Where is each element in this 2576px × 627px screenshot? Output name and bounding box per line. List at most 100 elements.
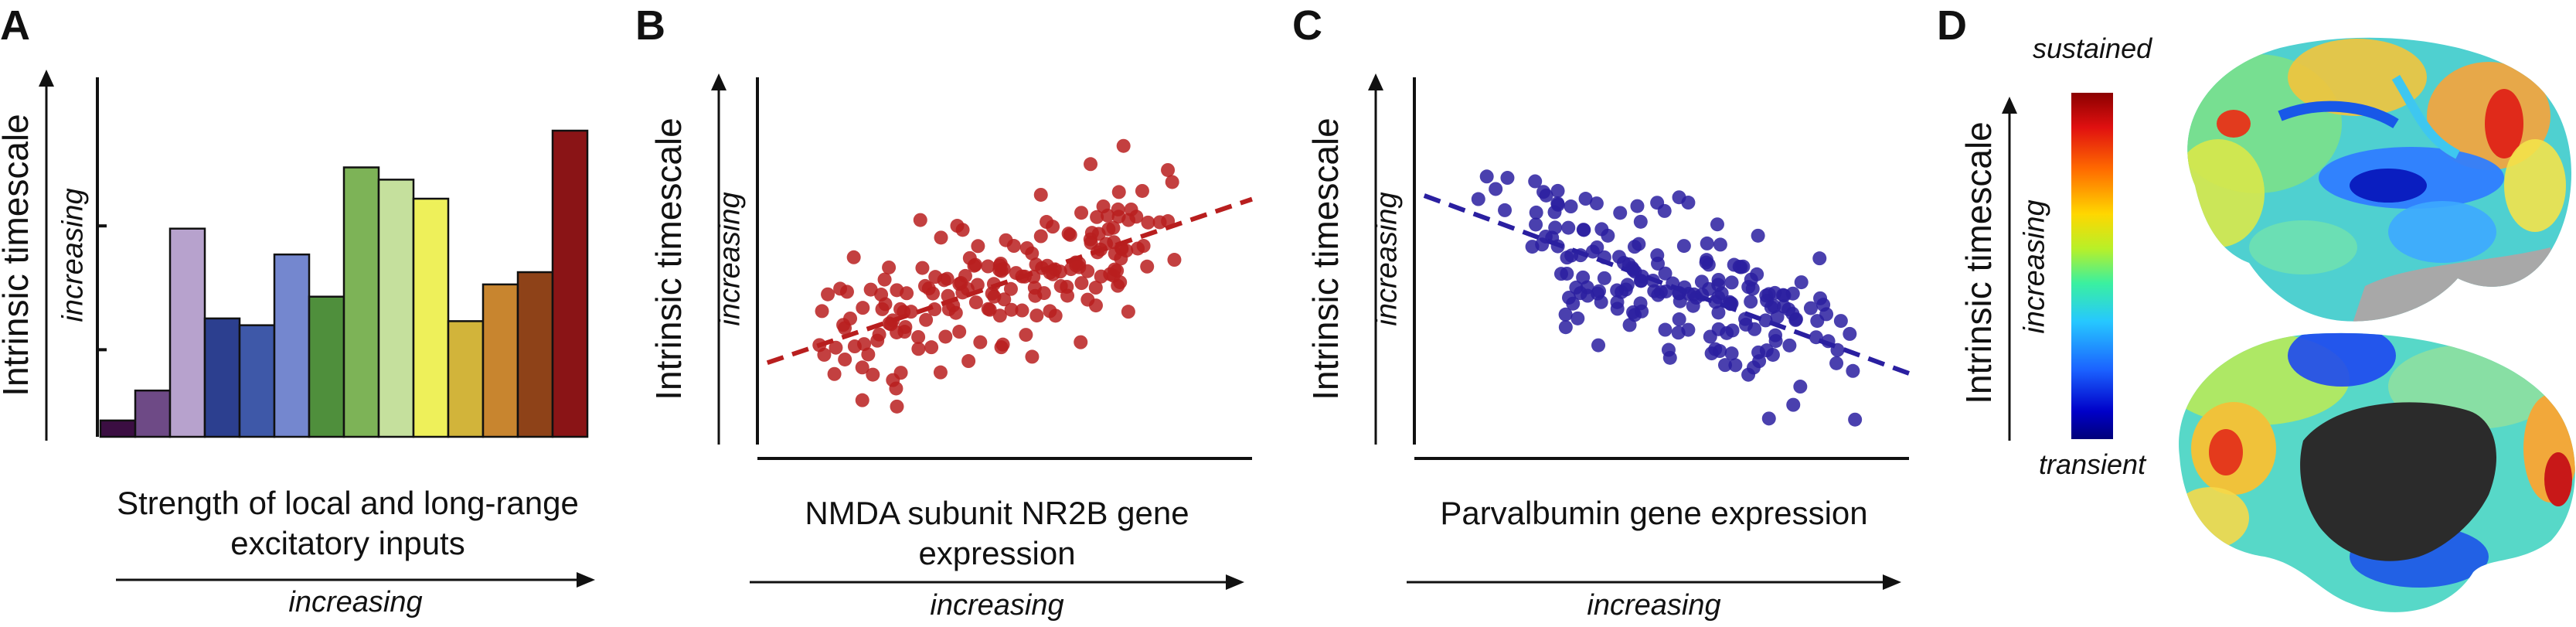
scatter-point — [817, 347, 832, 362]
scatter-point — [1658, 322, 1673, 337]
scatter-point — [1094, 269, 1108, 284]
scatter-point — [1550, 197, 1565, 212]
panel-b: B Intrinsic timescale increasing NMDA su… — [634, 0, 1275, 627]
scatter-point — [1027, 281, 1042, 295]
scatter-point — [981, 302, 995, 316]
y-axis-label: Intrinsic timescale — [648, 118, 689, 400]
bar-chart — [96, 77, 589, 438]
scatter-point — [1135, 183, 1149, 198]
scatter-point — [911, 329, 926, 344]
scatter-point — [1006, 239, 1021, 254]
scatter-point — [1591, 338, 1606, 353]
scatter-point — [1529, 205, 1543, 220]
y-direction-label: increasing — [56, 188, 90, 322]
scatter-point — [890, 283, 904, 298]
scatter-point — [1528, 174, 1543, 189]
bar — [377, 179, 415, 438]
scatter-point — [1489, 182, 1503, 196]
scatter-point — [856, 301, 870, 315]
scatter-point — [1074, 276, 1089, 291]
scatter-point — [1829, 356, 1844, 370]
y-axis-arrow — [1368, 73, 1383, 445]
scatter-point — [941, 302, 956, 316]
scatter-point — [1728, 358, 1743, 373]
scatter-point — [1550, 183, 1565, 198]
scatter-point — [866, 367, 880, 382]
scatter-point — [1161, 162, 1176, 177]
y-axis-arrow — [711, 73, 727, 445]
x-axis-arrow — [750, 574, 1244, 590]
scatter-point — [1019, 328, 1033, 342]
scatter-point — [1671, 325, 1686, 340]
scatter-point — [1700, 236, 1714, 250]
scatter-point — [1566, 296, 1581, 311]
scatter-point — [940, 271, 955, 286]
scatter-point — [1580, 280, 1594, 295]
scatter-point — [1529, 217, 1543, 232]
scatter-point — [1063, 262, 1078, 277]
scatter-point — [1578, 192, 1593, 206]
scatter-point — [1090, 210, 1104, 224]
x-direction-label: increasing — [930, 589, 1064, 622]
scatter-point — [827, 366, 842, 381]
x-direction-label: increasing — [1587, 589, 1721, 622]
scatter-point — [1611, 250, 1626, 264]
scatter-point — [1558, 307, 1573, 322]
scatter-point — [1590, 240, 1604, 254]
scatter-point — [1632, 237, 1646, 251]
scatter-point — [1131, 241, 1145, 256]
scatter-point — [950, 219, 965, 233]
scatter-point — [1662, 350, 1677, 365]
panel-a: A Intrinsic timescale increasing Strengt… — [0, 0, 618, 627]
scatter-point — [1833, 314, 1848, 329]
scatter-point — [1704, 346, 1719, 361]
scatter-point — [1165, 175, 1179, 189]
scatter-point — [855, 360, 869, 375]
scatter-point — [1744, 295, 1758, 309]
scatter-point — [938, 329, 953, 344]
trend-line — [766, 196, 1253, 366]
scatter-point — [1618, 282, 1633, 297]
scatter-point — [872, 327, 886, 342]
scatter-point — [985, 286, 999, 301]
scatter-point — [992, 308, 1007, 323]
scatter-plot — [756, 77, 1253, 460]
scatter-point — [1843, 326, 1857, 341]
y-direction-label: increasing — [713, 192, 747, 326]
scatter-point — [1724, 346, 1739, 361]
scatter-point — [1560, 266, 1574, 281]
scatter-point — [1560, 250, 1574, 265]
scatter-point — [1794, 275, 1809, 290]
scatter-point — [968, 295, 983, 310]
brain-medial-view — [2179, 332, 2575, 612]
scatter-point — [846, 250, 861, 264]
scatter-point — [911, 342, 926, 356]
scatter-point — [1761, 411, 1776, 426]
scatter-point — [1029, 308, 1044, 323]
scatter-point — [1167, 253, 1182, 267]
scatter-point — [1003, 281, 1018, 296]
panel-letter-a: A — [0, 2, 30, 49]
scatter-point — [1710, 217, 1724, 232]
scatter-point — [1088, 298, 1103, 313]
scatter-point — [1121, 305, 1135, 319]
scatter-point — [1084, 236, 1098, 250]
scatter-point — [924, 340, 939, 355]
scatter-point — [971, 239, 985, 254]
scatter-point — [1119, 244, 1134, 258]
scatter-point — [1046, 220, 1060, 234]
scatter-point — [1594, 295, 1608, 309]
scatter-point — [1106, 220, 1121, 235]
scatter-point — [1711, 272, 1726, 287]
scatter-point — [1060, 288, 1075, 303]
scatter-point — [1846, 363, 1860, 378]
scatter-point — [1717, 358, 1732, 373]
scatter-point — [1767, 299, 1781, 314]
scatter-point — [926, 286, 941, 301]
scatter-point — [1657, 203, 1672, 218]
scatter-point — [815, 304, 829, 319]
scatter-point — [1498, 203, 1513, 217]
scatter-point — [1108, 262, 1122, 277]
scatter-point — [981, 259, 995, 274]
scatter-point — [1025, 246, 1040, 261]
